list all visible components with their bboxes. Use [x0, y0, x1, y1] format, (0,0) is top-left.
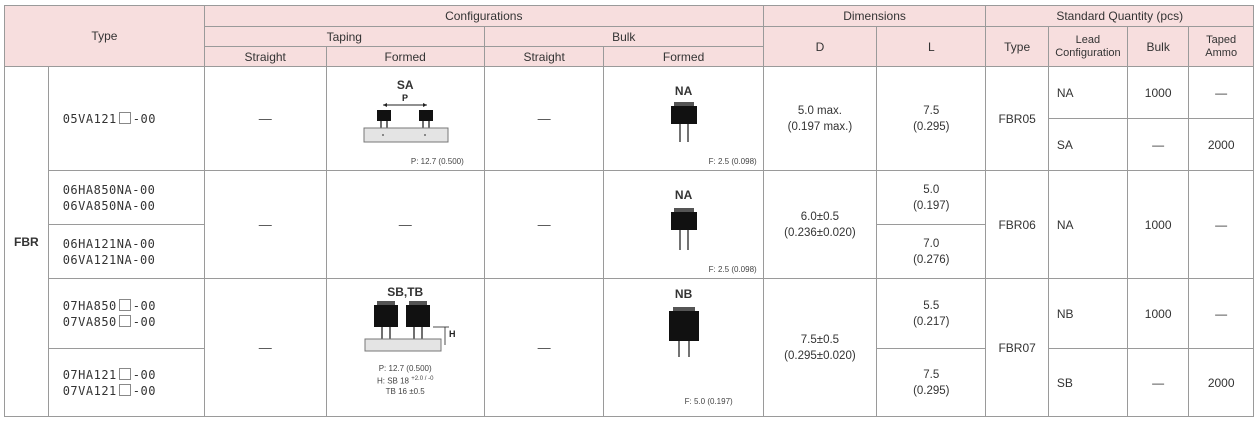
suffix-box-icon — [118, 367, 131, 380]
qty-bulk: — — [1126, 118, 1190, 171]
qty-ammo: 2000 — [1188, 118, 1254, 171]
taping-formed-05: SA P P: 12.7 (0.500) — [325, 66, 485, 171]
bulk-formed-06: NA F: 2.5 (0.098) — [603, 170, 764, 279]
taping-formed-06: — — [325, 170, 485, 279]
taping-straight-05: — — [203, 66, 327, 171]
bulk-straight-05: — — [483, 66, 605, 171]
lead-config: NA — [1047, 170, 1128, 279]
header-d: D — [762, 26, 878, 67]
dimension-d-07: 7.5±0.5 (0.295±0.020) — [762, 278, 878, 417]
height-caption-tb: TB 16 ±0.5 — [385, 386, 425, 396]
lead-config: SB — [1047, 348, 1128, 417]
taping-formed-07: SB,TB H P: 12.7 (0.500) H: SB 18 +2.0 / … — [325, 278, 485, 417]
formed-caption: F: 5.0 (0.197) — [684, 397, 733, 406]
bulk-straight-07: — — [483, 278, 605, 417]
header-lead-configuration: Lead Configuration — [1047, 26, 1128, 67]
dimension-d-06: 6.0±0.5 (0.236±0.020) — [762, 170, 878, 279]
taped-formed-leads-diagram-icon: P — [363, 93, 449, 143]
qty-ammo: — — [1188, 66, 1254, 119]
header-qty-bulk: Bulk — [1126, 26, 1190, 67]
dimension-l-06-121: 7.0 (0.276) — [876, 224, 987, 279]
dimension-l-05: 7.5 (0.295) — [876, 66, 987, 171]
header-type: Type — [4, 5, 205, 67]
pitch-caption: P: 12.7 (0.500) — [378, 364, 432, 373]
dimension-l-07-850: 5.5 (0.217) — [876, 278, 987, 349]
qty-ammo: 2000 — [1188, 348, 1254, 417]
part-number-07-121: 07HA121 -00 07VA121 -00 — [47, 348, 205, 417]
height-caption-sb: H: SB 18 +2.0 / -0 — [376, 376, 434, 386]
specification-table: Type Configurations Dimensions Standard … — [4, 5, 1254, 417]
part-number-07-850: 07HA850 -00 07VA850 -00 — [47, 278, 205, 349]
header-standard-quantity: Standard Quantity (pcs) — [985, 5, 1254, 27]
pitch-caption: P: 12.7 (0.500) — [410, 157, 464, 166]
qty-bulk: 1000 — [1126, 278, 1190, 349]
series-label: FBR — [4, 66, 49, 417]
suffix-box-icon — [118, 314, 131, 327]
header-bulk-formed: Formed — [603, 46, 764, 67]
bulk-formed-05: NA F: 2.5 (0.098) — [603, 66, 764, 171]
header-dimensions: Dimensions — [762, 5, 987, 27]
qty-bulk: — — [1126, 348, 1190, 417]
config-code: NA — [674, 84, 693, 98]
header-l: L — [876, 26, 987, 67]
qty-bulk: 1000 — [1126, 66, 1190, 119]
qty-bulk: 1000 — [1126, 170, 1190, 279]
header-bulk: Bulk — [483, 26, 764, 47]
header-taping-formed: Formed — [325, 46, 485, 67]
qty-ammo: — — [1188, 170, 1254, 279]
svg-text:P: P — [402, 93, 408, 103]
qty-ammo: — — [1188, 278, 1254, 349]
config-code: SB,TB — [387, 285, 424, 299]
bulk-straight-06: — — [483, 170, 605, 279]
lead-config: NA — [1047, 66, 1128, 119]
bulk-formed-component-icon — [670, 102, 697, 142]
taping-straight-07: — — [203, 278, 327, 417]
taped-formed-tall-leads-diagram-icon: H — [364, 301, 456, 352]
formed-caption: F: 2.5 (0.098) — [708, 265, 757, 274]
config-code: SA — [396, 78, 414, 92]
qty-type-05: FBR05 — [985, 66, 1049, 171]
header-configurations: Configurations — [203, 5, 764, 27]
dimension-l-06-850: 5.0 (0.197) — [876, 170, 987, 225]
lead-config: NB — [1047, 278, 1128, 349]
taping-straight-06: — — [203, 170, 327, 279]
qty-type-07: FBR07 — [985, 278, 1049, 417]
suffix-box-icon — [118, 111, 131, 124]
part-number-06-850: 06HA850NA-00 06VA850NA-00 — [47, 170, 205, 225]
part-number-06-121: 06HA121NA-00 06VA121NA-00 — [47, 224, 205, 279]
header-taping: Taping — [203, 26, 485, 47]
suffix-box-icon — [118, 298, 131, 311]
suffix-box-icon — [118, 383, 131, 396]
svg-text:H: H — [449, 329, 456, 339]
bulk-formed-large-component-icon — [668, 307, 699, 357]
header-taped-ammo: Taped Ammo — [1188, 26, 1254, 67]
config-code: NA — [674, 188, 693, 202]
dimension-d-05: 5.0 max. (0.197 max.) — [762, 66, 878, 171]
header-qty-type: Type — [985, 26, 1049, 67]
formed-caption: F: 2.5 (0.098) — [708, 157, 757, 166]
header-taping-straight: Straight — [203, 46, 327, 67]
header-bulk-straight: Straight — [483, 46, 605, 67]
dimension-l-07-121: 7.5 (0.295) — [876, 348, 987, 417]
lead-config: SA — [1047, 118, 1128, 171]
config-code: NB — [674, 287, 693, 301]
qty-type-06: FBR06 — [985, 170, 1049, 279]
bulk-formed-07: NB F: 5.0 (0.197) — [603, 278, 764, 417]
bulk-formed-component-icon — [670, 208, 697, 250]
part-number-05: 05VA121 -00 — [47, 66, 205, 171]
